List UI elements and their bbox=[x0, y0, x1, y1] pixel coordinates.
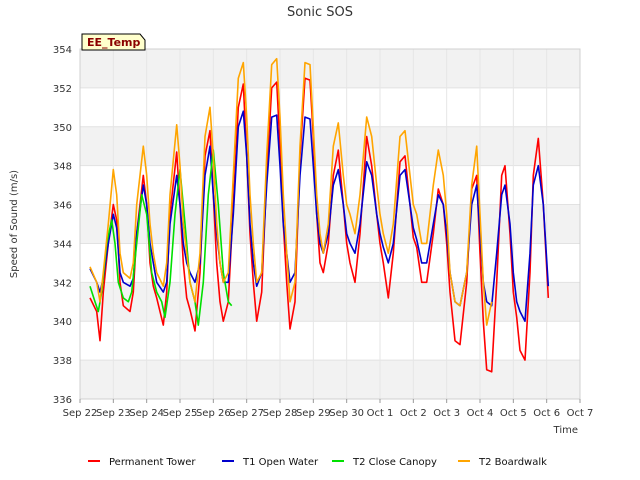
x-tick-label: Oct 1 bbox=[367, 408, 394, 419]
plot-frame bbox=[79, 48, 581, 400]
x-tick-label: Oct 2 bbox=[400, 408, 427, 419]
legend-label: Permanent Tower bbox=[109, 457, 196, 468]
y-tick-label: 350 bbox=[53, 123, 72, 134]
y-tick-label: 344 bbox=[53, 239, 72, 250]
series-line-t1-open-water bbox=[89, 110, 550, 322]
x-tick-label: Oct 6 bbox=[533, 408, 560, 419]
y-tick-label: 354 bbox=[53, 45, 72, 56]
y-tick-label: 338 bbox=[53, 356, 72, 367]
y-tick-label: 348 bbox=[53, 162, 72, 173]
y-axis-label: Speed of Sound (m/s) bbox=[9, 170, 20, 278]
x-tick-label: Sep 30 bbox=[329, 408, 364, 419]
series-line-t2-close-canopy bbox=[89, 149, 233, 326]
x-tick-label: Oct 5 bbox=[500, 408, 527, 419]
x-tick-label: Oct 4 bbox=[467, 408, 494, 419]
x-tick-label: Sep 23 bbox=[96, 408, 131, 419]
x-tick-label: Oct 7 bbox=[567, 408, 594, 419]
legend-label: T1 Open Water bbox=[242, 457, 319, 468]
chart-title: Sonic SOS bbox=[287, 5, 353, 20]
x-tick-label: Sep 28 bbox=[263, 408, 298, 419]
y-tick-label: 346 bbox=[53, 201, 72, 212]
badge-box bbox=[81, 33, 146, 51]
badge-label: EE_Temp bbox=[87, 36, 140, 49]
plot-band bbox=[80, 360, 580, 399]
plot-band bbox=[80, 49, 580, 88]
y-axis-ticks: 336 338 340 342 344 346 348 350 352 354 bbox=[53, 45, 72, 406]
legend-label: T2 Close Canopy bbox=[352, 457, 437, 468]
y-tick-label: 352 bbox=[53, 84, 72, 95]
series-line-t2-boardwalk bbox=[89, 57, 493, 326]
ee-temp-badge: EE_Temp bbox=[81, 33, 146, 51]
legend-label: T2 Boardwalk bbox=[478, 457, 547, 468]
legend: Permanent Tower T1 Open Water T2 Close Can… bbox=[88, 457, 547, 468]
x-tick-label: Oct 3 bbox=[433, 408, 460, 419]
x-tick-label: Sep 29 bbox=[296, 408, 331, 419]
x-tick-label: Sep 26 bbox=[196, 408, 231, 419]
x-tick-label: Sep 27 bbox=[229, 408, 264, 419]
x-tick-label: Sep 22 bbox=[63, 408, 98, 419]
x-tick-label: Sep 24 bbox=[129, 408, 164, 419]
x-axis-label: Time bbox=[553, 425, 578, 436]
plot-band bbox=[80, 126, 580, 166]
y-tick-label: 342 bbox=[53, 278, 72, 289]
y-tick-label: 336 bbox=[53, 395, 72, 406]
x-tick-label: Sep 25 bbox=[163, 408, 198, 419]
series-lines bbox=[89, 57, 550, 373]
y-tick-label: 340 bbox=[53, 317, 72, 328]
